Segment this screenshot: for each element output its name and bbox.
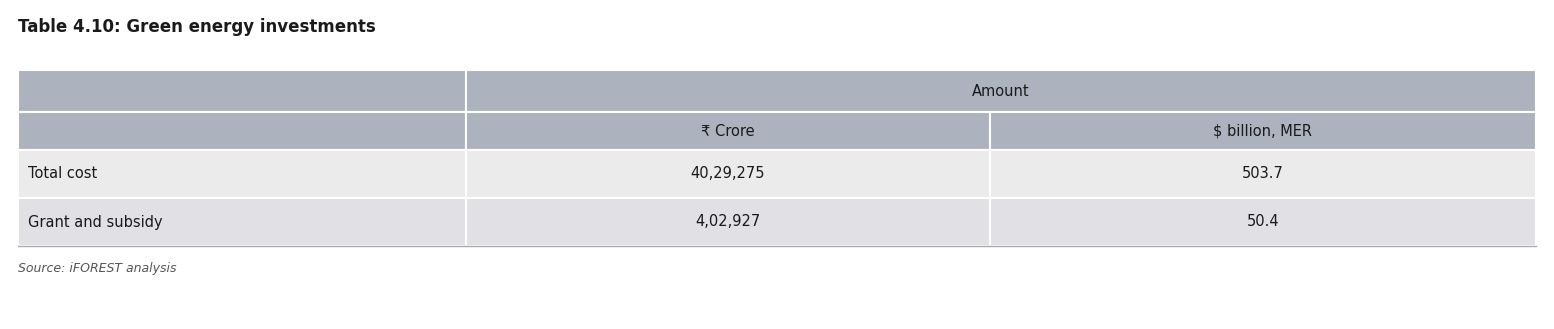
Bar: [990, 150, 1535, 198]
Bar: [990, 198, 1535, 246]
Text: Table 4.10: Green energy investments: Table 4.10: Green energy investments: [19, 18, 376, 36]
Bar: [19, 112, 466, 150]
Text: 503.7: 503.7: [1242, 166, 1284, 182]
Bar: [466, 70, 1535, 112]
Text: 40,29,275: 40,29,275: [690, 166, 765, 182]
Bar: [19, 70, 466, 112]
Bar: [990, 112, 1535, 150]
Text: $ billion, MER: $ billion, MER: [1214, 123, 1312, 139]
Text: Total cost: Total cost: [28, 166, 98, 182]
Bar: [19, 198, 466, 246]
Text: Grant and subsidy: Grant and subsidy: [28, 215, 163, 230]
Text: Source: iFOREST analysis: Source: iFOREST analysis: [19, 262, 177, 275]
Text: 50.4: 50.4: [1246, 215, 1279, 230]
Text: 4,02,927: 4,02,927: [695, 215, 760, 230]
Text: ₹ Crore: ₹ Crore: [701, 123, 755, 139]
Bar: [466, 112, 990, 150]
Bar: [466, 198, 990, 246]
Text: Amount: Amount: [973, 84, 1030, 98]
Bar: [19, 150, 466, 198]
Bar: [466, 150, 990, 198]
